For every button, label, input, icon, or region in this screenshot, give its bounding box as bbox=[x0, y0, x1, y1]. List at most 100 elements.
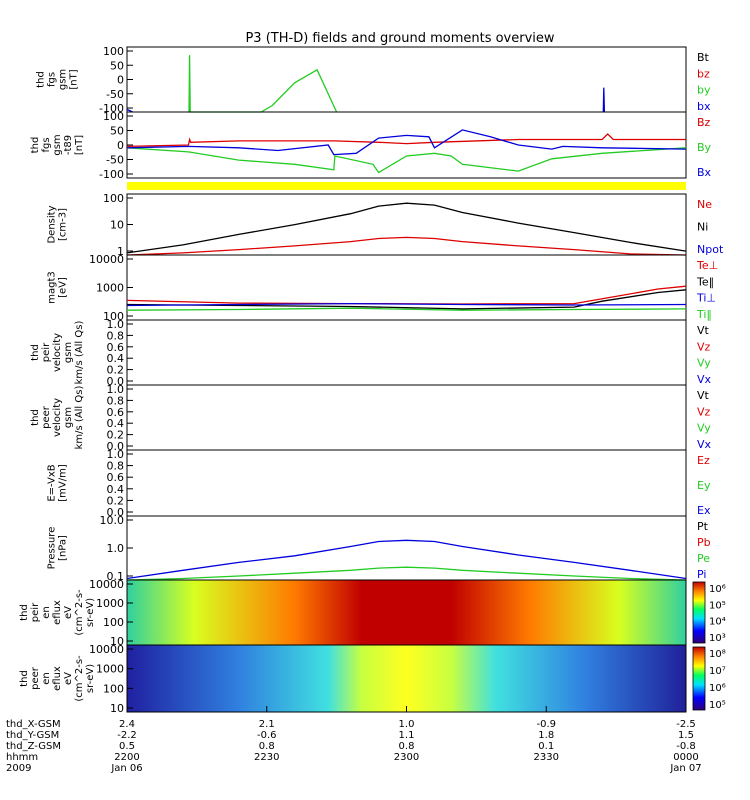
legend-entry: Bt bbox=[697, 51, 710, 64]
y-axis-label: Density bbox=[47, 205, 58, 243]
y-axis-label: eflux bbox=[52, 600, 63, 625]
y-axis-label: km/s (All Qs) bbox=[74, 386, 85, 450]
series-by-spike bbox=[188, 55, 191, 113]
series-By bbox=[126, 147, 687, 174]
figure-title: P3 (TH-D) fields and ground moments over… bbox=[245, 31, 554, 46]
y-axis-label: [nT] bbox=[74, 135, 85, 155]
y-axis-label: thd bbox=[19, 670, 30, 687]
y-axis-label: magt3 bbox=[47, 271, 58, 304]
legend-entry: Vz bbox=[697, 405, 711, 418]
y-tick-label: 0.1 bbox=[107, 570, 125, 583]
y-tick-label: 10.0 bbox=[100, 514, 125, 527]
panel-frame bbox=[126, 515, 687, 581]
x-tick-label: -0.9 bbox=[536, 719, 556, 730]
spectrogram bbox=[127, 645, 686, 712]
y-axis-label: eflux bbox=[52, 666, 63, 691]
y-tick-label: 0.0 bbox=[107, 506, 125, 519]
y-tick-label: 100 bbox=[103, 110, 124, 123]
series-Ne bbox=[126, 236, 687, 256]
panel-e-field: 1.00.80.60.40.20.0 E=-VxB [mV/m] Ez Ey Ex bbox=[47, 448, 711, 519]
panel-peer-velocity: 1.00.80.60.40.20.0 thd peer velocity gsm km/s… bbox=[30, 383, 712, 453]
y-tick-label: 0.4 bbox=[107, 352, 125, 365]
y-tick-label: 0.8 bbox=[107, 460, 125, 473]
series-Te‖ bbox=[126, 289, 687, 310]
legend-entry: Vy bbox=[697, 422, 711, 435]
y-axis-label: [nT] bbox=[69, 69, 80, 89]
legend-entry: Pt bbox=[697, 520, 709, 533]
x-row-label: thd_Z-GSM bbox=[6, 741, 61, 752]
y-tick-label: 1.0 bbox=[107, 383, 125, 396]
y-tick-label: 0.8 bbox=[107, 394, 125, 407]
x-row-label: hhmm bbox=[6, 752, 38, 763]
colorbar-tick-label: 10⁵ bbox=[709, 600, 726, 611]
y-axis-label: thd bbox=[30, 137, 41, 154]
y-axis-label: Pressure bbox=[47, 527, 58, 570]
y-tick-label: 1000 bbox=[96, 597, 124, 610]
panel-frame bbox=[126, 384, 687, 451]
y-tick-label: 0.8 bbox=[107, 329, 125, 342]
y-tick-label: 1 bbox=[117, 245, 124, 258]
legend-entry: Vt bbox=[697, 324, 710, 337]
x-row-label: thd_X-GSM bbox=[6, 719, 61, 730]
y-tick-label: 1000 bbox=[96, 282, 124, 295]
y-tick-label: 100 bbox=[103, 616, 124, 629]
x-tick-label: 1.0 bbox=[399, 719, 415, 730]
y-tick-label: 100 bbox=[103, 45, 124, 58]
legend-entry: Ti⊥ bbox=[696, 292, 716, 305]
y-axis-label: thd bbox=[30, 409, 41, 426]
colorbar-tick-label: 10⁴ bbox=[709, 617, 726, 628]
series-by bbox=[188, 68, 338, 113]
y-tick-label: -50 bbox=[106, 88, 124, 101]
colorbar bbox=[692, 581, 706, 644]
y-tick-label: 100 bbox=[103, 192, 124, 205]
series-Bz bbox=[126, 133, 686, 148]
series-Te⊥ bbox=[126, 285, 687, 305]
y-axis-label: E=-VxB bbox=[47, 464, 58, 501]
panel-peir-velocity: 1.00.80.60.40.20.0 thd peir velocity gsm km/s… bbox=[30, 318, 712, 388]
y-axis-label: peer bbox=[41, 405, 52, 429]
legend-entry: Pe bbox=[697, 552, 710, 565]
y-tick-label: 0.2 bbox=[107, 364, 125, 377]
y-axis-label: [nPa] bbox=[58, 535, 69, 561]
panel-temperature: 10000 1000 100 magt3 [eV] Te⊥ Te‖ Ti⊥ Ti‖ bbox=[47, 253, 719, 323]
x-tick-label: 0.8 bbox=[259, 741, 275, 752]
y-tick-label: 1000 bbox=[96, 663, 124, 676]
legend-entry: Ni bbox=[697, 221, 708, 234]
colorbar-tick-label: 10⁸ bbox=[709, 649, 726, 660]
colorbar-tick-label: 10³ bbox=[709, 633, 726, 644]
legend-entry: by bbox=[697, 84, 711, 97]
y-axis-label: thd bbox=[30, 344, 41, 361]
panel-peir-eflux: 10⁶ 10⁵ 10⁴ 10³ 10000 1000 100 10 thd peir en eflux… bbox=[19, 578, 726, 648]
colorbar-tick-label: 10⁶ bbox=[709, 584, 726, 595]
y-tick-label: 100 bbox=[103, 310, 124, 323]
colorbar bbox=[692, 646, 706, 711]
x-tick-label: 0.1 bbox=[538, 741, 554, 752]
legend-entry: Bz bbox=[697, 116, 711, 129]
y-axis-label: peer bbox=[30, 666, 41, 690]
legend-entry: Vx bbox=[697, 438, 712, 451]
y-tick-label: 10 bbox=[110, 635, 124, 648]
y-tick-label: 0 bbox=[117, 139, 124, 152]
y-tick-label: 0 bbox=[117, 74, 124, 87]
x-tick-label: 0000 bbox=[673, 752, 698, 763]
x-tick-label: 1.1 bbox=[399, 730, 415, 741]
y-tick-label: 100 bbox=[103, 682, 124, 695]
y-axis-label: (cm^2-s- bbox=[74, 655, 85, 702]
colorbar-tick-label: 10⁶ bbox=[709, 683, 726, 694]
x-tick-label: 0.5 bbox=[119, 741, 135, 752]
legend-entry: bz bbox=[697, 67, 710, 80]
series-Ti‖ bbox=[126, 307, 687, 311]
panel-frame bbox=[126, 449, 687, 517]
x-tick-label: 2230 bbox=[254, 752, 279, 763]
y-tick-label: -100 bbox=[99, 102, 124, 115]
y-axis-label: sr-eV) bbox=[85, 664, 96, 693]
y-axis-label: gsm bbox=[52, 134, 63, 155]
x-tick-label: Jan 07 bbox=[669, 763, 701, 774]
y-axis-label: velocity bbox=[52, 333, 63, 372]
y-axis-label: en bbox=[41, 672, 52, 685]
y-axis-label: gsm bbox=[63, 342, 74, 363]
y-axis-label: -t89 bbox=[63, 135, 74, 155]
y-tick-label: 1.0 bbox=[107, 318, 125, 331]
y-tick-label: 1.0 bbox=[107, 542, 125, 555]
